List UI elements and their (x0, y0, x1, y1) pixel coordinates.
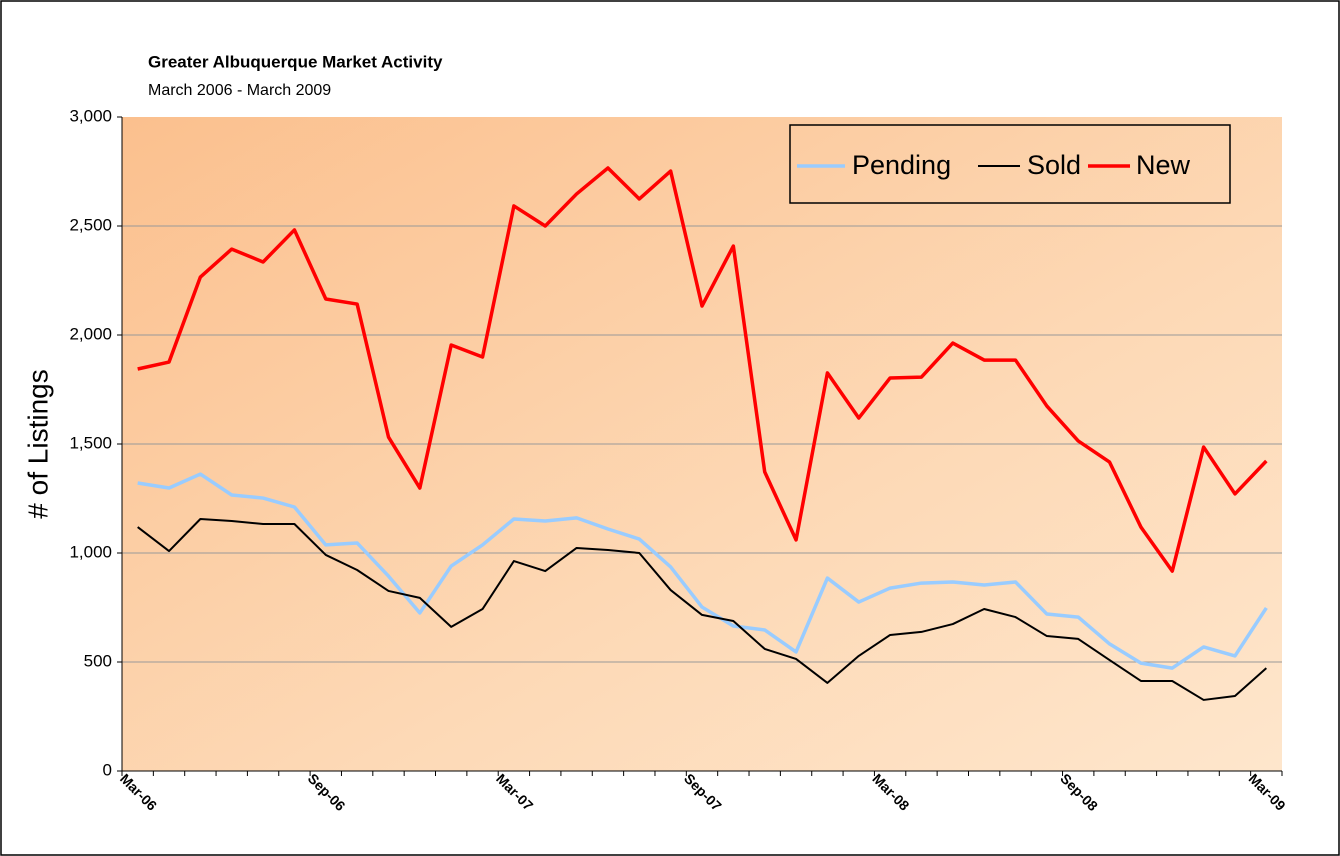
legend-label: Sold (1027, 150, 1081, 180)
chart-title: Greater Albuquerque Market Activity (148, 52, 443, 71)
series-line (137, 517, 1267, 701)
legend (789, 124, 1231, 204)
y-tick-label: 3,000 (69, 106, 112, 125)
y-tick-label: 2,000 (69, 324, 112, 343)
y-tick-label: 1,500 (69, 433, 112, 452)
y-tick-label: 0 (103, 760, 112, 779)
legend-label: New (1136, 150, 1191, 180)
y-tick-label: 1,000 (69, 542, 112, 561)
series-line (137, 166, 1268, 573)
series-line (137, 472, 1268, 670)
chart-subtitle: March 2006 - March 2009 (148, 82, 331, 99)
y-axis-label: # of Listings (22, 369, 53, 518)
y-tick-label: 2,500 (69, 215, 112, 234)
legend-label: Pending (852, 150, 951, 180)
y-tick-label: 500 (84, 651, 112, 670)
